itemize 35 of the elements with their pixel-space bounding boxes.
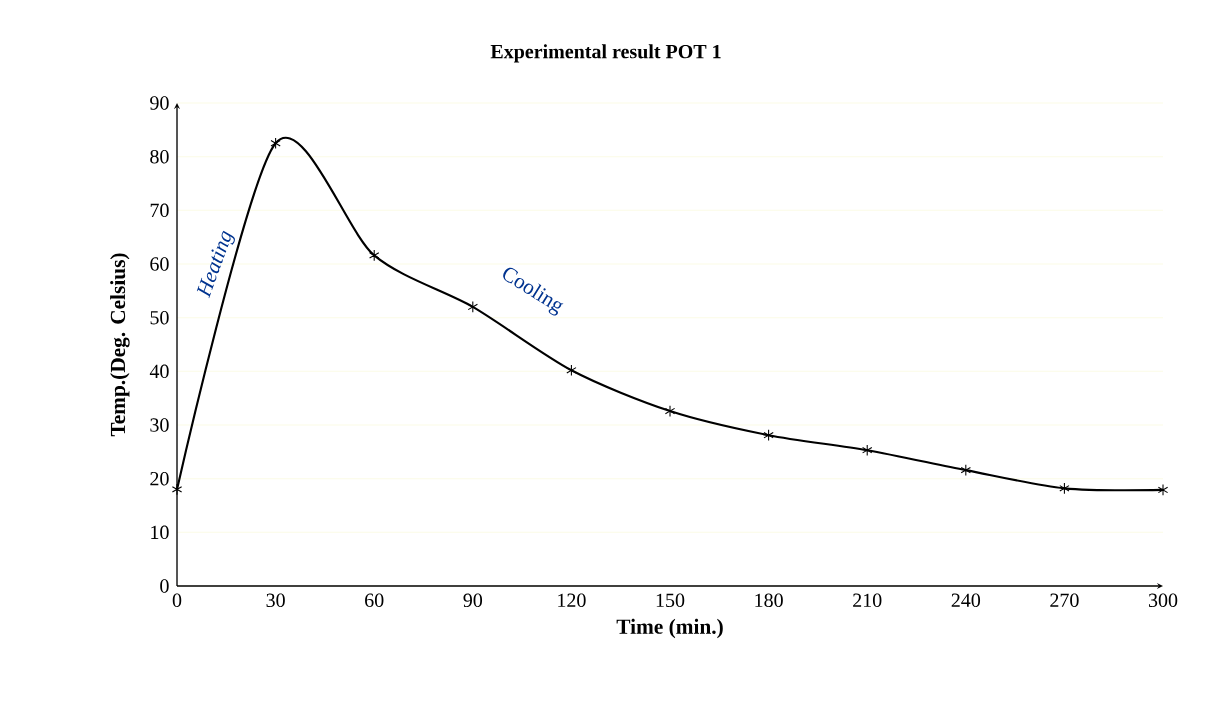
point [1059,482,1070,495]
point [664,405,676,417]
point [862,444,873,457]
x-axis-title: Time (min.) [616,618,723,639]
y-tick-label: 60 [150,257,169,271]
y-axis-title: Temp.(Deg. Celsius) [110,253,130,437]
y-tick-label: 30 [150,418,169,432]
x-tick-label: 300 [1148,593,1178,608]
y-tick-label: 40 [149,364,169,379]
x-tick-label: 60 [365,593,384,608]
y-tick-label: 10 [151,525,169,540]
point [960,464,971,476]
x-tick-label: 30 [266,593,285,608]
x-tick-label: 150 [656,593,685,608]
point [270,137,281,150]
x-tick-label: 240 [951,593,981,608]
point [171,483,183,496]
x-tick-label: 210 [853,593,882,608]
y-tick-label: 50 [150,310,169,325]
point [369,249,380,262]
point [1157,484,1169,496]
x-tick-label: 0 [172,593,182,608]
x-tick-label: 180 [755,593,783,608]
point [467,301,478,313]
x-tick-label: 120 [558,593,586,608]
y-tick-label: 20 [150,471,169,486]
y-tick-label: 90 [150,96,169,110]
point [763,429,774,442]
y-tick-label: 80 [150,149,169,164]
chart-title: Experimental result POT 1 [490,44,721,63]
x-tick-label: 90 [463,593,483,608]
y-tick-label: 70 [150,203,169,218]
y-tick-label: 0 [160,579,169,593]
point [566,364,577,377]
x-tick-label: 270 [1050,593,1079,608]
